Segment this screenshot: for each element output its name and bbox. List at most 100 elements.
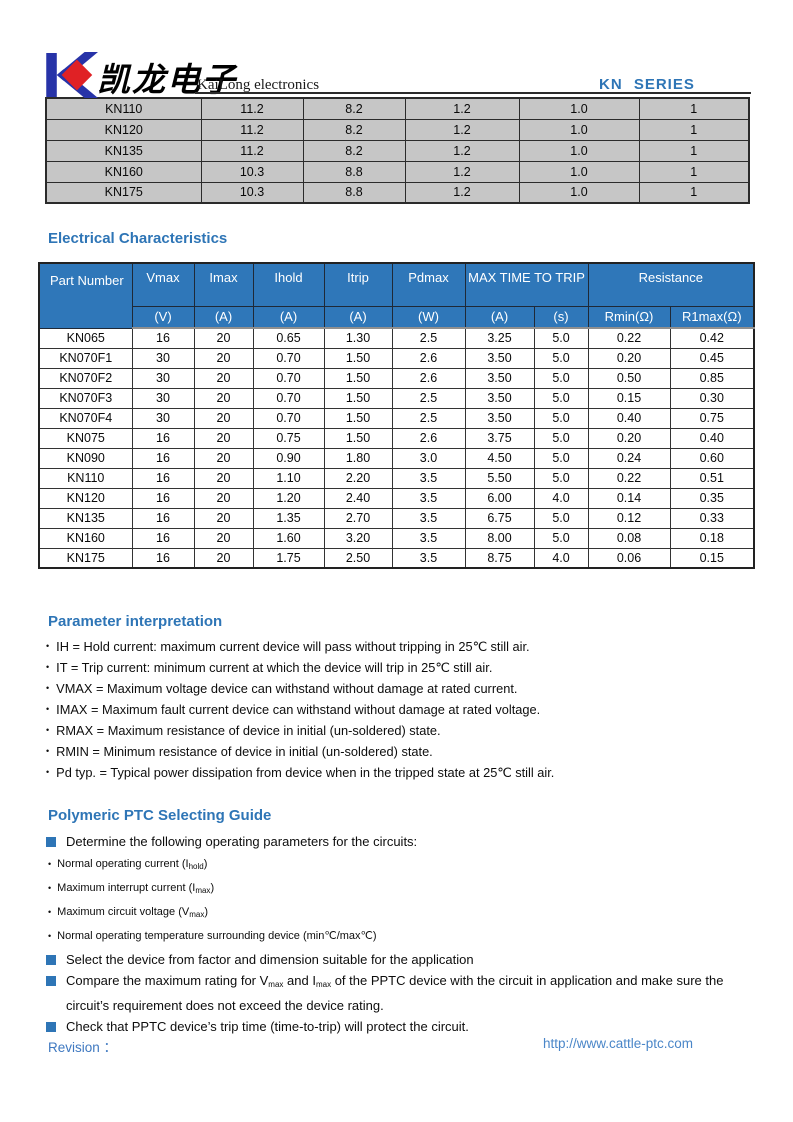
table-cell: 8.8 [302,160,406,183]
table-cell: KN160 [38,527,133,549]
table-cell: 20 [193,327,254,349]
revision-label: Revision ： [48,1040,118,1055]
bullet-text: Pd typ. = Typical power dissipation from… [56,765,555,780]
table-row: KN175 16 20 1.75 2.50 3.5 8.75 4.0 0.06 0.15 [38,547,755,569]
table-row: KN175 10.3 8.8 1.2 1.0 1 [45,181,750,204]
table-cell: 0.70 [252,347,325,369]
table-cell: 2.5 [391,387,466,409]
dot-bullet-icon: • [48,906,52,917]
table-cell: 1.2 [404,97,520,120]
unit-r1max: R1max(Ω) [669,305,755,329]
table-cell: 0.70 [252,367,325,389]
table-cell: 0.45 [669,347,755,369]
table-cell: 8.00 [464,527,535,549]
table-row: KN070F1 30 20 0.70 1.50 2.6 3.50 5.0 0.20 0.45 [38,347,755,369]
page-footer: Revision ： http://www.cattle-ptc.com [48,1036,748,1056]
table-cell: 0.12 [587,507,671,529]
table-cell: 0.15 [669,547,755,569]
bullet-item: • IMAX = Maximum fault current device can… [44,699,750,720]
page-header: 凯龙电子 KaiLong electronics KN SERIES [0,0,793,99]
table-cell: 0.15 [587,387,671,409]
bullet-item: • IH = Hold current: maximum current devi… [44,636,750,657]
table-cell: KN065 [38,327,133,349]
table-row: KN135 11.2 8.2 1.2 1.0 1 [45,139,750,162]
table-cell: 4.0 [533,547,589,569]
table-cell: 2.40 [323,487,393,509]
table-cell: 1 [638,139,750,162]
guide-item-determine: Determine the following operating parame… [44,832,756,853]
table-cell: 1.60 [252,527,325,549]
dot-bullet-icon: • [46,704,50,714]
table-cell: 2.20 [323,467,393,489]
table-cell: 1 [638,97,750,120]
bullet-text: RMAX = Maximum resistance of device in i… [56,723,441,738]
table-cell: 1.2 [404,160,520,183]
bullet-text: VMAX = Maximum voltage device can withst… [56,681,518,696]
table-cell: 3.50 [464,347,535,369]
website-link[interactable]: http://www.cattle-ptc.com [543,1036,694,1051]
table-cell: 0.75 [252,427,325,449]
table-cell: KN160 [45,160,202,183]
col-header-imax: Imax [193,262,254,307]
table-cell: 4.0 [533,487,589,509]
table-cell: 20 [193,547,254,569]
table-cell: 16 [131,547,195,569]
table-cell: 0.33 [669,507,755,529]
square-bullet-icon [46,837,56,847]
table-cell: 16 [131,447,195,469]
table-cell: 0.70 [252,407,325,429]
section-title-guide: Polymeric PTC Selecting Guide [48,807,272,824]
table-cell: 4.50 [464,447,535,469]
table-cell: KN135 [38,507,133,529]
table-row: KN070F3 30 20 0.70 1.50 2.5 3.50 5.0 0.15 0.30 [38,387,755,409]
bullet-item: • Pd typ. = Typical power dissipation fro… [44,762,750,783]
guide-item-compare: Compare the maximum rating for Vmax and … [44,971,756,1016]
square-bullet-icon [46,976,56,986]
table-row: KN120 11.2 8.2 1.2 1.0 1 [45,118,750,141]
table-cell: 1.50 [323,427,393,449]
table-cell: 0.20 [587,427,671,449]
table-cell: 0.90 [252,447,325,469]
bullet-item: • IT = Trip current: minimum current at w… [44,657,750,678]
unit-a2: (A) [252,305,325,329]
table-cell: 16 [131,507,195,529]
col-header-max-time-to-trip: MAX TIME TO TRIP [464,262,589,307]
table-cell: 0.70 [252,387,325,409]
dot-bullet-icon: • [46,683,50,693]
dot-bullet-icon: • [48,930,52,941]
table-cell: 1.80 [323,447,393,469]
table-cell: 16 [131,467,195,489]
table-cell: 3.5 [391,467,466,489]
table-cell: 0.40 [669,427,755,449]
dot-bullet-icon: • [46,746,50,756]
table-cell: 3.50 [464,387,535,409]
table-cell: 8.2 [302,97,406,120]
table-cell: 1.50 [323,347,393,369]
table-cell: 2.50 [323,547,393,569]
guide-text: Maximum circuit voltage (Vmax) [57,905,208,919]
table-cell: 3.20 [323,527,393,549]
bullet-text: IH = Hold current: maximum current devic… [56,639,530,654]
table-cell: 1.0 [518,181,640,204]
table-cell: KN135 [45,139,202,162]
guide-subitem-ihold: • Normal operating current (Ihold) [44,854,756,877]
table-cell: 3.5 [391,527,466,549]
table-cell: 5.0 [533,447,589,469]
table-cell: 3.75 [464,427,535,449]
table-cell: 0.24 [587,447,671,469]
table-cell: 1.10 [252,467,325,489]
col-header-itrip: Itrip [323,262,393,307]
table-row: KN090 16 20 0.90 1.80 3.0 4.50 5.0 0.24 0.60 [38,447,755,469]
unit-rmin: Rmin(Ω) [587,305,671,329]
table-cell: KN110 [45,97,202,120]
table-cell: 1.0 [518,97,640,120]
table-cell: 16 [131,427,195,449]
table-cell: 5.0 [533,407,589,429]
unit-w: (W) [391,305,466,329]
table-cell: KN070F1 [38,347,133,369]
bullet-text: RMIN = Minimum resistance of device in i… [56,744,433,759]
table-cell: 3.5 [391,487,466,509]
table-cell: 0.75 [669,407,755,429]
table-cell: 1.0 [518,160,640,183]
table-cell: 1.50 [323,367,393,389]
